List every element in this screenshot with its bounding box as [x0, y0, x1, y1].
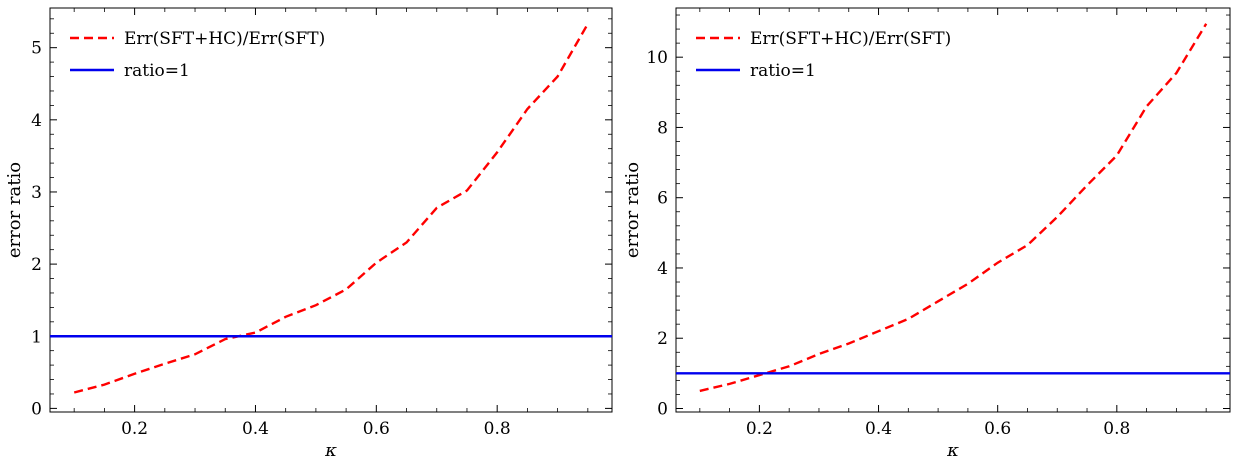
legend-label: Err(SFT+HC)/Err(SFT) — [124, 29, 325, 49]
y-tick-label: 4 — [31, 111, 42, 131]
y-tick-label: 2 — [31, 255, 42, 275]
x-tick-label: 0.8 — [1103, 419, 1130, 439]
legend: Err(SFT+HC)/Err(SFT) ratio=1 — [70, 29, 325, 81]
series-group — [676, 23, 1230, 393]
y-axis-label: error ratio — [4, 162, 25, 258]
plot-frame — [675, 7, 1231, 413]
legend-label: ratio=1 — [750, 61, 816, 81]
y-tick-label: 8 — [657, 118, 668, 138]
series-error-ratio-line — [699, 23, 1208, 393]
series-error-ratio-line — [73, 23, 589, 394]
y-tick-label: 0 — [31, 399, 42, 419]
y-tick-label: 1 — [31, 327, 42, 347]
chart-panel-1: 0.2 0.4 0.6 0.8 0 1 2 3 4 5 κ error ratio Err(SFT+HC… — [4, 7, 613, 458]
x-axis-label: κ — [324, 440, 337, 458]
x-tick-label: 0.8 — [484, 419, 511, 439]
legend: Err(SFT+HC)/Err(SFT) ratio=1 — [696, 29, 951, 81]
y-tick-label: 5 — [31, 39, 42, 59]
y-tick-label: 10 — [646, 48, 668, 68]
x-axis-label: κ — [946, 440, 959, 458]
x-tick-label: 0.4 — [865, 419, 892, 439]
x-tick-label: 0.6 — [984, 419, 1011, 439]
series-group — [50, 23, 612, 394]
x-tick-label: 0.2 — [746, 419, 773, 439]
legend-label: ratio=1 — [124, 61, 190, 81]
y-axis-label: error ratio — [622, 162, 643, 258]
y-tick-label: 0 — [657, 399, 668, 419]
chart-panel-2: 0.2 0.4 0.6 0.8 0 2 4 6 8 10 κ error ratio Err(SFT+H… — [622, 7, 1231, 458]
plot-frame — [49, 7, 613, 413]
x-tick-label: 0.4 — [242, 419, 269, 439]
y-tick-label: 3 — [31, 183, 42, 203]
legend-label: Err(SFT+HC)/Err(SFT) — [750, 29, 951, 49]
x-tick-label: 0.2 — [121, 419, 148, 439]
y-tick-label: 2 — [657, 329, 668, 349]
x-tick-label: 0.6 — [363, 419, 390, 439]
y-tick-label: 4 — [657, 259, 668, 279]
y-tick-label: 6 — [657, 189, 668, 209]
